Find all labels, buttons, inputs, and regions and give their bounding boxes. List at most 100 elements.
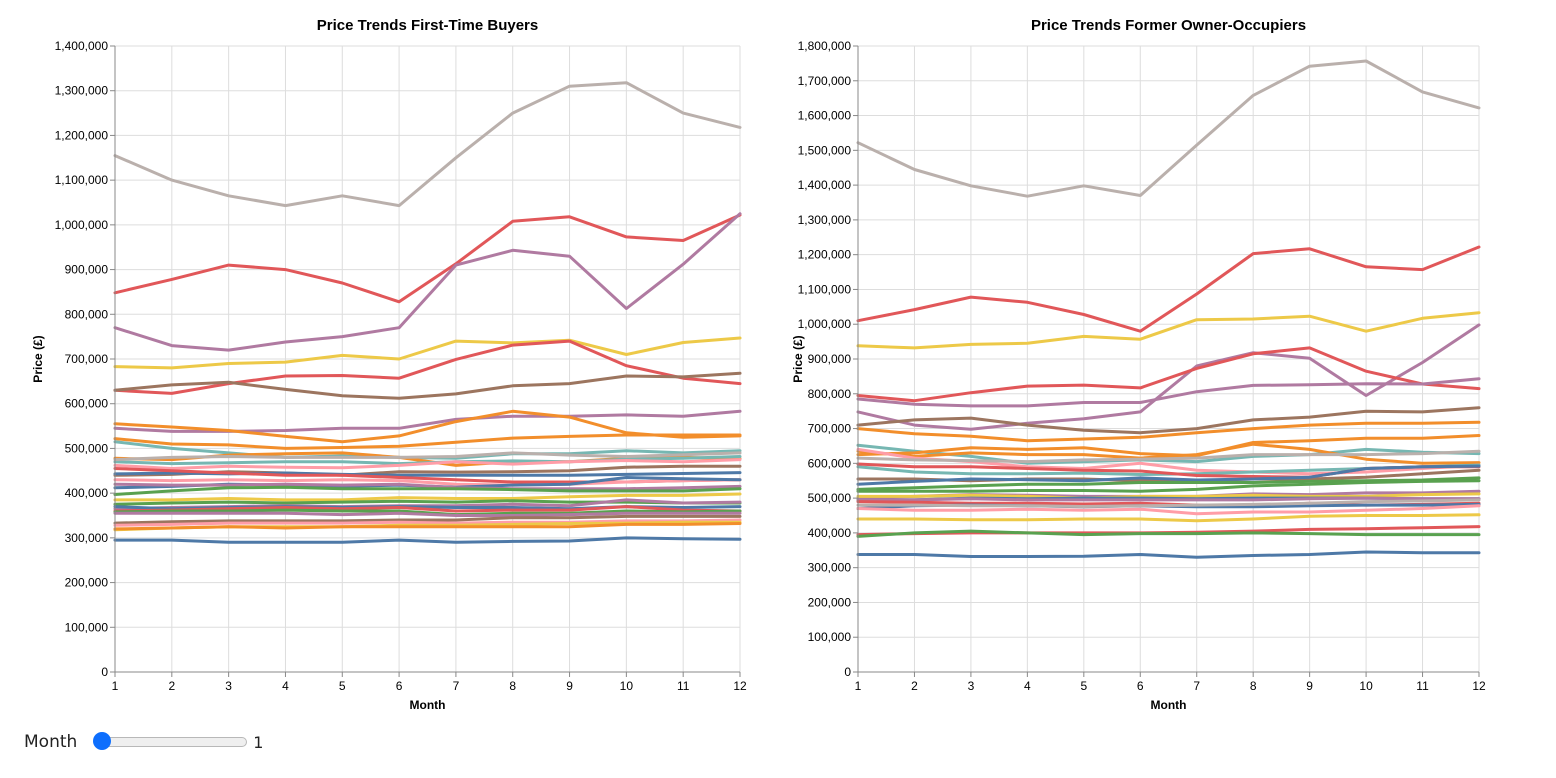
- y-tick-label: 1,000,000: [55, 218, 109, 232]
- x-tick-label: 1: [855, 679, 862, 693]
- month-slider-control: Month 1: [24, 728, 263, 756]
- x-tick-label: 11: [677, 679, 690, 693]
- series-line: [113, 505, 742, 513]
- series-line: [856, 492, 1481, 500]
- series-line: [113, 458, 742, 470]
- x-tick-label: 12: [1472, 679, 1486, 693]
- series-line: [856, 496, 1481, 502]
- month-slider-value: 1: [253, 732, 264, 752]
- y-tick-label: 1,600,000: [798, 109, 852, 123]
- gridlines: [114, 45, 741, 673]
- series-line: [113, 213, 742, 304]
- y-tick-label: 0: [101, 665, 108, 679]
- month-slider[interactable]: [93, 732, 248, 750]
- series-line: [856, 513, 1481, 523]
- y-tick-label: 800,000: [65, 307, 109, 321]
- series-group: [856, 59, 1481, 559]
- x-axis-title: Month: [410, 698, 446, 712]
- series-line: [113, 482, 742, 491]
- x-tick-label: 9: [1306, 679, 1313, 693]
- series-line: [113, 499, 742, 506]
- x-tick-label: 11: [1416, 679, 1429, 693]
- y-tick-label: 1,200,000: [798, 248, 852, 262]
- series-line: [113, 336, 742, 370]
- y-tick-label: 1,800,000: [798, 39, 852, 53]
- series-line: [113, 339, 742, 395]
- series-line: [856, 498, 1481, 508]
- y-tick-label: 600,000: [65, 397, 109, 411]
- y-tick-label: 100,000: [808, 630, 852, 644]
- series-line: [856, 464, 1481, 486]
- y-tick-label: 200,000: [808, 595, 852, 609]
- y-tick-label: 600,000: [808, 456, 852, 470]
- series-line: [856, 323, 1481, 431]
- y-tick-label: 800,000: [808, 387, 852, 401]
- y-tick-label: 1,700,000: [798, 74, 852, 88]
- series-line: [856, 59, 1481, 198]
- x-tick-label: 7: [453, 679, 460, 693]
- x-tick-label: 5: [1080, 679, 1087, 693]
- y-tick-label: 1,100,000: [55, 173, 109, 187]
- y-tick-label: 1,100,000: [798, 282, 852, 296]
- series-line: [113, 508, 742, 517]
- y-tick-label: 900,000: [65, 263, 109, 277]
- y-tick-label: 400,000: [808, 526, 852, 540]
- series-line: [856, 504, 1481, 516]
- y-tick-label: 1,400,000: [55, 39, 109, 53]
- series-line: [856, 442, 1481, 465]
- y-axis-title: Price (£): [31, 335, 45, 382]
- x-tick-label: 3: [225, 679, 232, 693]
- series-line: [113, 81, 742, 208]
- series-line: [113, 478, 742, 487]
- first-time-buyers-svg: 0 100,000 200,000 300,000 400,000 500,000 600,…: [31, 17, 747, 712]
- series-line: [113, 492, 742, 502]
- series-line: [113, 451, 742, 462]
- series-line: [856, 443, 1481, 465]
- y-tick-label: 300,000: [808, 561, 852, 575]
- x-tick-label: 6: [396, 679, 403, 693]
- y-tick-label: 500,000: [65, 441, 109, 455]
- y-tick-label: 500,000: [808, 491, 852, 505]
- y-axis-title: Price (£): [791, 335, 805, 382]
- series-line: [856, 529, 1481, 538]
- series-line: [113, 522, 742, 531]
- y-tick-label: 1,300,000: [55, 84, 109, 98]
- y-tick-label: 300,000: [65, 531, 109, 545]
- series-line: [856, 311, 1481, 350]
- x-tick-label: 10: [620, 679, 634, 693]
- x-tick-label: 2: [911, 679, 918, 693]
- series-line: [113, 371, 742, 400]
- x-axis-title: Month: [1151, 698, 1187, 712]
- series-line: [856, 245, 1481, 333]
- x-tick-label: 2: [168, 679, 175, 693]
- former-owner-occupiers-chart: 0 100,000 200,000 300,000 400,000 500,000 600,…: [760, 0, 1556, 725]
- series-line: [856, 449, 1481, 464]
- y-tick-label: 200,000: [65, 576, 109, 590]
- y-tick-label: 900,000: [808, 352, 852, 366]
- y-tick-label: 100,000: [65, 620, 109, 634]
- series-line: [856, 434, 1481, 458]
- series-line: [113, 433, 742, 450]
- x-tick-label: 12: [733, 679, 747, 693]
- month-slider-label: Month: [24, 732, 78, 752]
- y-tick-label: 700,000: [65, 352, 109, 366]
- series-line: [856, 550, 1481, 559]
- month-slider-thumb[interactable]: [93, 732, 112, 750]
- x-tick-label: 7: [1193, 679, 1200, 693]
- y-tick-label: 1,000,000: [798, 317, 852, 331]
- y-tick-label: 1,500,000: [798, 143, 852, 157]
- x-tick-label: 5: [339, 679, 346, 693]
- series-line: [113, 212, 742, 352]
- x-tick-label: 8: [509, 679, 516, 693]
- x-tick-label: 9: [566, 679, 573, 693]
- chart-title: Price Trends First-Time Buyers: [317, 17, 538, 34]
- chart-title: Price Trends Former Owner-Occupiers: [1031, 17, 1306, 34]
- x-tick-label: 1: [112, 679, 119, 693]
- series-group: [113, 81, 742, 544]
- first-time-buyers-chart: 0 100,000 200,000 300,000 400,000 500,000 600,…: [0, 0, 760, 725]
- y-tick-label: 1,400,000: [798, 178, 852, 192]
- series-line: [856, 406, 1481, 435]
- y-tick-label: 0: [844, 665, 851, 679]
- series-line: [113, 511, 742, 517]
- former-owner-occupiers-svg: 0 100,000 200,000 300,000 400,000 500,000 600,…: [791, 17, 1486, 712]
